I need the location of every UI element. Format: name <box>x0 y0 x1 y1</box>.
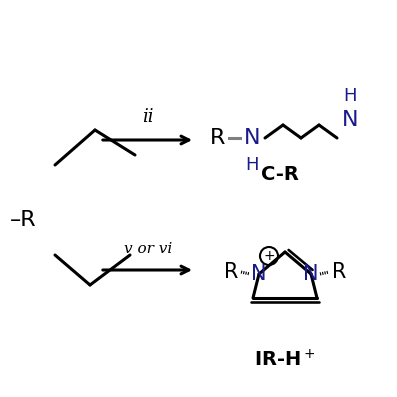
Text: ii: ii <box>142 108 154 126</box>
Text: v or vi: v or vi <box>124 242 172 256</box>
Text: N: N <box>342 110 358 130</box>
Text: N: N <box>303 264 319 284</box>
Text: H: H <box>343 87 357 105</box>
Text: H: H <box>245 156 259 174</box>
Text: R: R <box>224 262 238 282</box>
Text: R: R <box>332 262 346 282</box>
Text: C-R: C-R <box>261 166 299 185</box>
Text: N: N <box>251 264 267 284</box>
Text: +: + <box>263 249 275 263</box>
Text: –R: –R <box>10 210 37 230</box>
Text: R: R <box>210 128 225 148</box>
Text: N: N <box>244 128 260 148</box>
Text: IR-H$^+$: IR-H$^+$ <box>254 349 316 371</box>
